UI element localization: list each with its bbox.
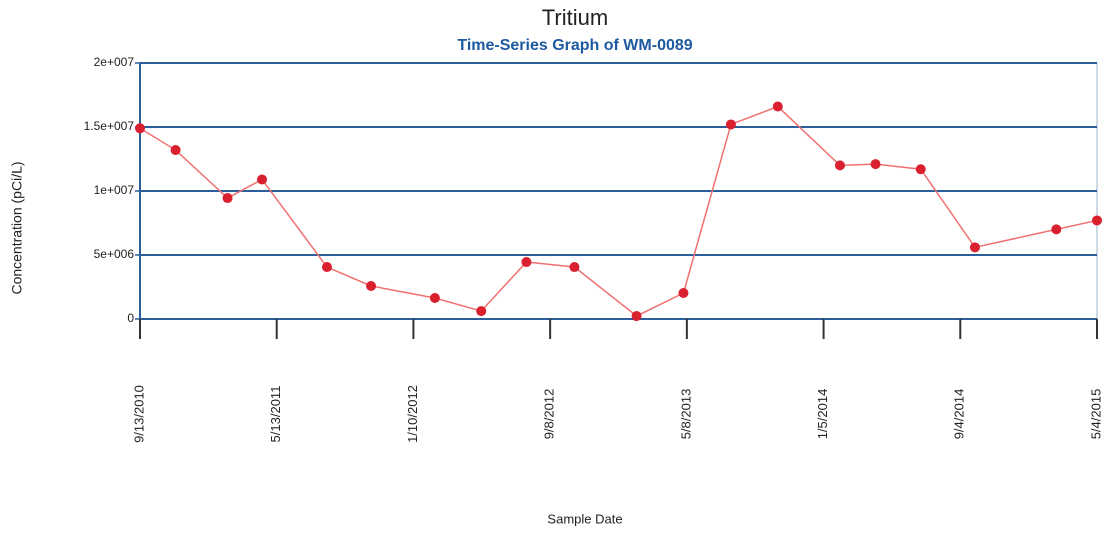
x-tick-label: 9/13/2010 bbox=[131, 385, 146, 443]
data-point bbox=[170, 145, 181, 156]
data-point bbox=[521, 257, 532, 268]
x-tick-label: 9/8/2012 bbox=[542, 389, 557, 440]
y-tick-label: 2e+007 bbox=[94, 55, 135, 69]
data-point bbox=[678, 288, 689, 299]
x-tick-label: 5/8/2013 bbox=[678, 389, 693, 440]
y-axis-label: Concentration (pCi/L) bbox=[9, 161, 25, 294]
x-tick-label: 1/10/2012 bbox=[405, 385, 420, 443]
x-tick-label: 1/5/2014 bbox=[815, 389, 830, 440]
data-point bbox=[569, 262, 580, 273]
data-point bbox=[834, 160, 845, 171]
data-point bbox=[135, 123, 145, 134]
y-tick-label: 5e+006 bbox=[94, 247, 135, 261]
chart-subtitle: Time-Series Graph of WM-0089 bbox=[457, 37, 692, 54]
x-axis-label: Sample Date bbox=[547, 511, 622, 526]
data-point bbox=[257, 174, 268, 185]
x-tick-label: 5/13/2011 bbox=[268, 386, 283, 443]
chart-title: Tritium bbox=[542, 5, 608, 30]
data-point bbox=[1051, 224, 1062, 235]
series-line bbox=[139, 105, 1098, 317]
data-point bbox=[870, 159, 881, 170]
data-point bbox=[321, 262, 332, 273]
x-tick-label: 5/4/2015 bbox=[1088, 389, 1103, 440]
data-point bbox=[366, 280, 377, 291]
data-point bbox=[969, 242, 980, 253]
data-point bbox=[476, 306, 487, 317]
data-point bbox=[725, 119, 736, 130]
data-point bbox=[772, 101, 783, 112]
data-point bbox=[915, 164, 926, 175]
x-tick-label: 9/4/2014 bbox=[952, 389, 967, 440]
y-tick-label: 0 bbox=[127, 311, 134, 325]
data-point bbox=[429, 293, 440, 304]
data-point bbox=[222, 193, 233, 204]
data-point bbox=[1092, 215, 1102, 226]
y-tick-label: 1e+007 bbox=[94, 183, 135, 197]
y-tick-label: 1.5e+007 bbox=[84, 119, 135, 133]
data-point bbox=[631, 311, 642, 322]
